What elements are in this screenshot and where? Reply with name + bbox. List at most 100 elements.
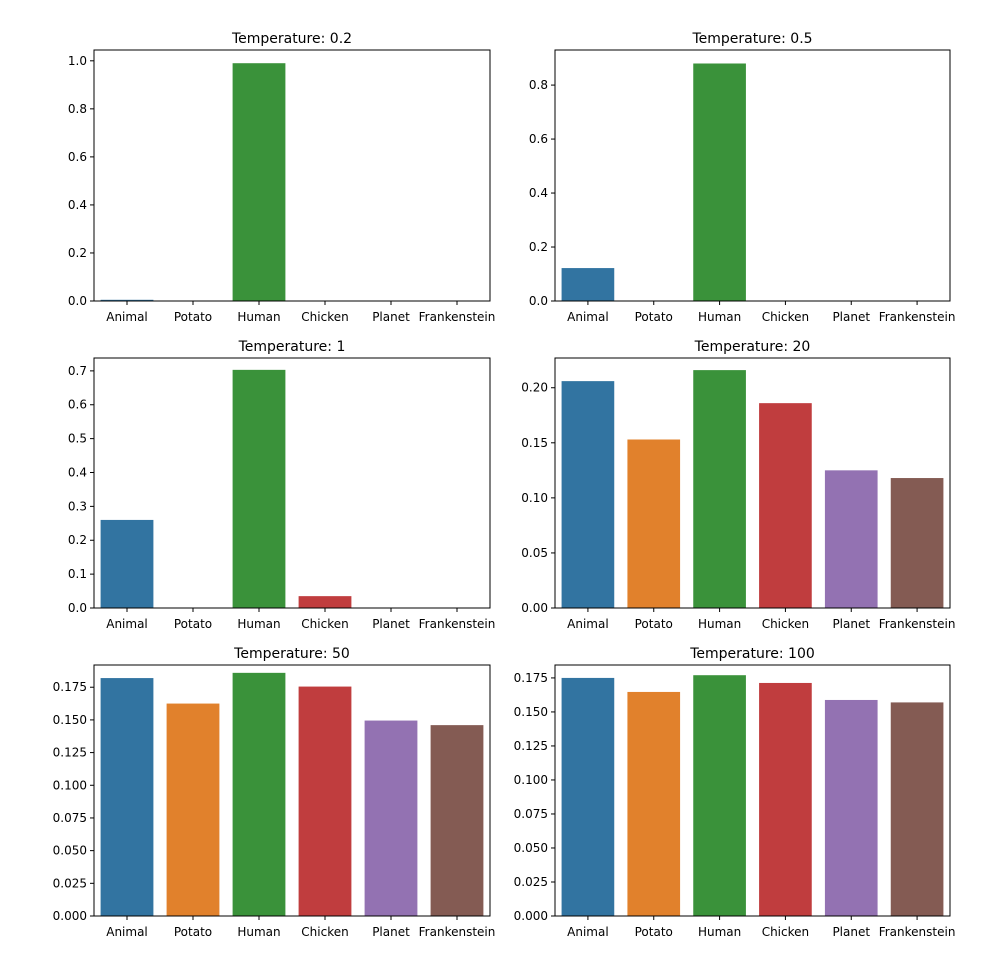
y-tick-label: 0.7 <box>68 364 87 378</box>
y-tick-label: 0.075 <box>53 811 87 825</box>
bar-frankenstein <box>430 725 484 916</box>
y-tick-label: 0.4 <box>68 198 87 212</box>
bar-animal <box>100 678 154 916</box>
x-tick-label: Animal <box>567 925 609 939</box>
subplot-title: Temperature: 100 <box>689 646 815 662</box>
x-tick-label: Human <box>698 617 741 631</box>
subplot-4: Animal Potato Human Chicken Planet Frankenste… <box>521 339 955 631</box>
y-tick-label: 0.150 <box>53 713 87 727</box>
bar-human <box>693 370 746 608</box>
bar-chicken <box>298 596 352 608</box>
y-tick-label: 0.150 <box>514 705 548 719</box>
bar-animal <box>561 677 615 916</box>
bar-chicken <box>759 403 812 608</box>
x-tick-label: Frankenstein <box>419 310 496 324</box>
y-tick-label: 0.025 <box>53 876 87 890</box>
y-tick-label: 0.2 <box>529 240 548 254</box>
y-tick-label: 0.025 <box>514 875 548 889</box>
y-tick-label: 0.5 <box>68 432 87 446</box>
x-tick-label: Potato <box>174 617 212 631</box>
y-tick-label: 0.125 <box>514 739 548 753</box>
x-tick-label: Frankenstein <box>879 925 956 939</box>
x-tick-label: Animal <box>106 617 148 631</box>
x-tick-label: Chicken <box>762 310 809 324</box>
x-tick-label: Chicken <box>762 925 809 939</box>
bar-planet <box>824 470 878 608</box>
y-tick-label: 0.1 <box>68 567 87 581</box>
axes-frame <box>93 664 491 917</box>
y-tick-label: 0.0 <box>68 601 87 615</box>
axes-frame <box>93 357 491 609</box>
bar-potato <box>627 439 681 608</box>
y-tick-label: 0.125 <box>53 746 87 760</box>
x-tick-label: Planet <box>832 310 870 324</box>
x-tick-label: Planet <box>372 310 410 324</box>
bar-planet <box>824 699 878 916</box>
y-tick-label: 0.05 <box>521 546 548 560</box>
x-tick-label: Chicken <box>762 617 809 631</box>
bar-animal <box>561 381 615 608</box>
y-tick-label: 0.075 <box>514 807 548 821</box>
bar-chicken <box>759 682 812 916</box>
x-tick-label: Planet <box>372 617 410 631</box>
x-tick-label: Potato <box>635 617 673 631</box>
y-tick-label: 0.2 <box>68 246 87 260</box>
y-tick-label: 0.10 <box>521 491 548 505</box>
x-tick-label: Planet <box>832 925 870 939</box>
bar-planet <box>364 720 418 916</box>
y-tick-label: 0.050 <box>514 841 548 855</box>
bar-frankenstein <box>890 478 944 608</box>
subplot-title: Temperature: 20 <box>694 339 811 355</box>
y-tick-label: 0.175 <box>53 680 87 694</box>
x-tick-label: Human <box>237 925 280 939</box>
x-tick-label: Chicken <box>301 310 348 324</box>
y-tick-label: 0.000 <box>514 909 548 923</box>
y-tick-label: 0.4 <box>529 186 548 200</box>
x-tick-label: Human <box>237 310 280 324</box>
bar-chicken <box>298 686 352 916</box>
x-tick-label: Animal <box>567 617 609 631</box>
y-tick-label: 0.0 <box>529 294 548 308</box>
subplot-3: Animal Potato Human Chicken Planet Frankenste… <box>68 339 495 631</box>
bar-frankenstein <box>890 702 944 916</box>
y-tick-label: 0.2 <box>68 533 87 547</box>
x-tick-label: Planet <box>372 925 410 939</box>
subplot-title: Temperature: 0.5 <box>691 31 812 47</box>
bar-potato <box>627 691 681 916</box>
bar-animal <box>100 519 154 608</box>
y-tick-label: 0.6 <box>68 398 87 412</box>
x-tick-label: Human <box>698 310 741 324</box>
subplot-5: Animal Potato Human Chicken Planet Frankenste… <box>53 646 496 939</box>
y-tick-label: 1.0 <box>68 54 87 68</box>
x-tick-label: Planet <box>832 617 870 631</box>
x-tick-label: Animal <box>106 310 148 324</box>
x-tick-label: Frankenstein <box>419 617 496 631</box>
bar-human <box>232 369 286 608</box>
bar-potato <box>166 703 220 916</box>
x-tick-label: Frankenstein <box>879 617 956 631</box>
subplot-title: Temperature: 0.2 <box>231 31 352 47</box>
y-tick-label: 0.00 <box>521 601 548 615</box>
y-tick-label: 0.20 <box>521 381 548 395</box>
y-tick-label: 0.8 <box>68 102 87 116</box>
subplot-title: Temperature: 50 <box>233 646 350 662</box>
x-tick-label: Potato <box>174 925 212 939</box>
x-tick-label: Human <box>698 925 741 939</box>
y-tick-label: 0.6 <box>68 150 87 164</box>
axes-frame <box>93 49 491 302</box>
x-tick-label: Human <box>237 617 280 631</box>
x-tick-label: Potato <box>635 310 673 324</box>
bar-animal <box>561 268 615 301</box>
y-tick-label: 0.8 <box>529 78 548 92</box>
axes-frame <box>554 49 951 302</box>
subplot-title: Temperature: 1 <box>238 339 346 355</box>
bar-human <box>232 63 286 301</box>
y-tick-label: 0.6 <box>529 132 548 146</box>
y-tick-label: 0.050 <box>53 844 87 858</box>
x-tick-label: Chicken <box>301 925 348 939</box>
x-tick-label: Frankenstein <box>879 310 956 324</box>
axes-frame <box>554 664 951 917</box>
x-tick-label: Potato <box>635 925 673 939</box>
bar-human <box>693 675 746 916</box>
